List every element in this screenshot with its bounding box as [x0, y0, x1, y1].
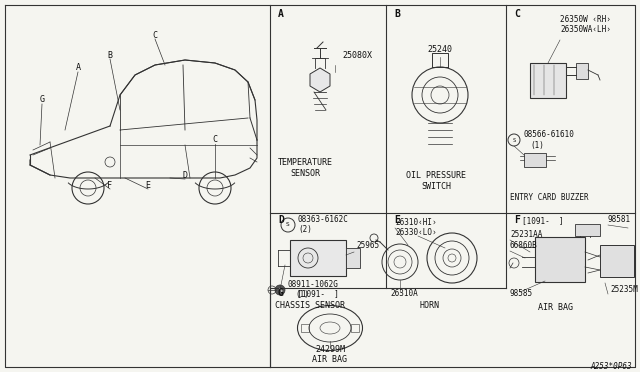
Circle shape: [275, 285, 285, 295]
Text: 26350W ‹RH›: 26350W ‹RH›: [560, 15, 611, 24]
Text: 26310‹HI›: 26310‹HI›: [395, 218, 436, 227]
Text: 25240: 25240: [428, 45, 452, 54]
Text: E: E: [394, 215, 400, 225]
Text: 98585: 98585: [510, 289, 533, 298]
Text: SENSOR: SENSOR: [290, 169, 320, 178]
Text: TEMPERATURE: TEMPERATURE: [278, 158, 333, 167]
Text: 26350WA‹LH›: 26350WA‹LH›: [560, 25, 611, 34]
Text: 25965: 25965: [356, 241, 379, 250]
Text: 08363-6162C: 08363-6162C: [298, 215, 349, 224]
Text: (2): (2): [298, 225, 312, 234]
Text: A: A: [278, 9, 284, 19]
Text: 08911-1062G: 08911-1062G: [288, 280, 339, 289]
Bar: [600, 245, 634, 277]
Text: E: E: [145, 180, 150, 189]
Text: 98581: 98581: [608, 215, 631, 224]
Bar: [576, 63, 588, 79]
Text: (1): (1): [295, 290, 309, 299]
Text: 66860B: 66860B: [510, 241, 538, 250]
Text: 24299M: 24299M: [315, 345, 345, 354]
Text: D: D: [182, 170, 188, 180]
Text: (1): (1): [530, 141, 544, 150]
Text: 25231AA: 25231AA: [510, 230, 542, 239]
Text: OIL PRESSURE: OIL PRESSURE: [406, 171, 466, 180]
Text: SWITCH: SWITCH: [421, 182, 451, 191]
Text: CHASSIS SENSOR: CHASSIS SENSOR: [275, 301, 345, 310]
Polygon shape: [310, 68, 330, 92]
Text: HORN: HORN: [420, 301, 440, 310]
Text: F: F: [514, 215, 520, 225]
Text: A: A: [76, 64, 81, 73]
Text: G: G: [278, 288, 284, 298]
Text: A253*0P63: A253*0P63: [590, 362, 632, 371]
Text: C: C: [212, 135, 218, 144]
Bar: [290, 240, 346, 276]
Text: 25235M: 25235M: [610, 285, 637, 294]
Text: D: D: [278, 215, 284, 225]
Text: G: G: [40, 96, 45, 105]
Text: C: C: [152, 31, 157, 39]
Text: B: B: [394, 9, 400, 19]
Text: AIR BAG: AIR BAG: [312, 355, 348, 364]
Text: [1091-  ]: [1091- ]: [288, 289, 339, 298]
Bar: [351, 324, 359, 332]
Text: S: S: [286, 222, 290, 228]
Text: B: B: [108, 51, 113, 60]
Text: 08566-61610: 08566-61610: [523, 130, 574, 139]
Text: 26330‹LO›: 26330‹LO›: [395, 228, 436, 237]
Bar: [524, 153, 546, 167]
Bar: [535, 237, 585, 282]
Bar: [575, 224, 600, 236]
Text: N: N: [278, 288, 282, 292]
Text: F: F: [108, 180, 113, 189]
Text: ENTRY CARD BUZZER: ENTRY CARD BUZZER: [510, 193, 589, 202]
Text: S: S: [513, 138, 516, 142]
Text: [1091-  ]: [1091- ]: [522, 216, 564, 225]
Text: 26310A: 26310A: [390, 289, 418, 298]
Text: C: C: [514, 9, 520, 19]
Bar: [530, 63, 566, 98]
Bar: [346, 248, 360, 268]
Text: 25080X: 25080X: [342, 51, 372, 60]
Bar: [301, 324, 309, 332]
Text: AIR BAG: AIR BAG: [538, 303, 573, 312]
